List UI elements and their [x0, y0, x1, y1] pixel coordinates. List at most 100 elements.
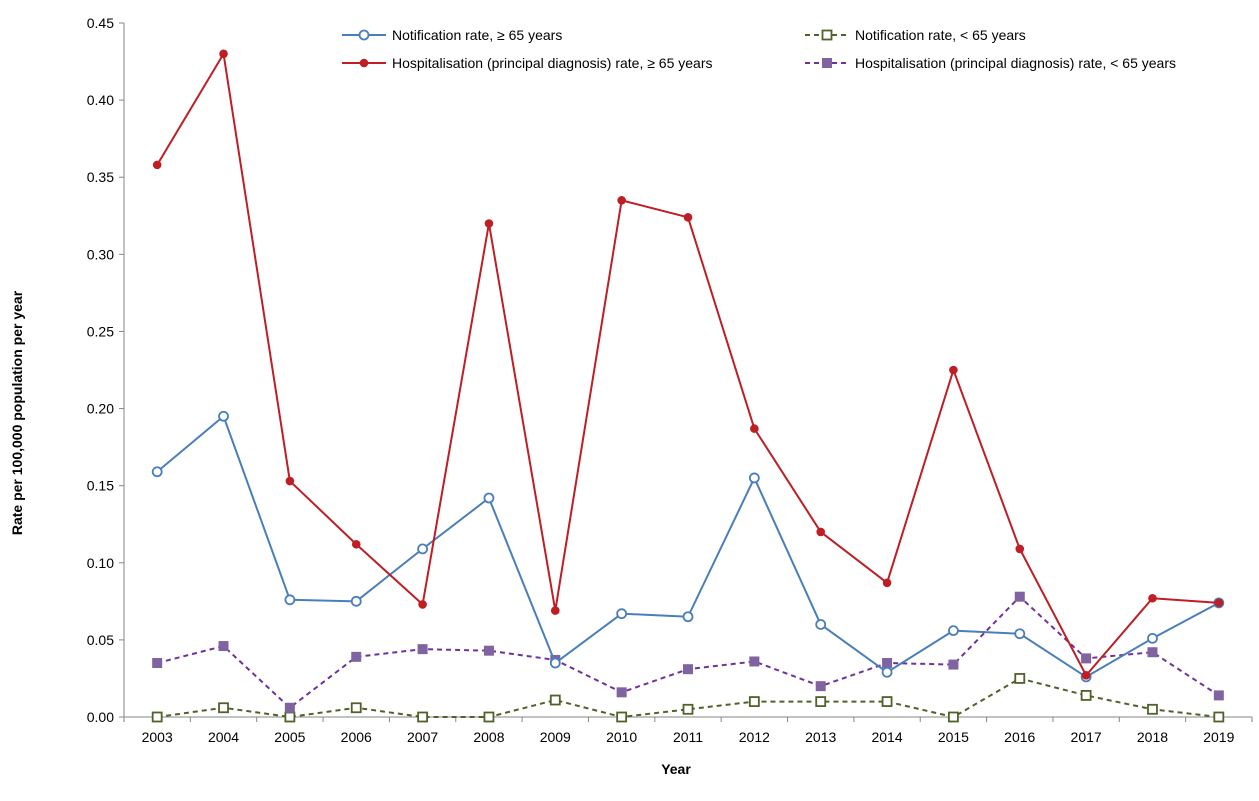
data-point: [152, 658, 163, 669]
data-point: [218, 641, 229, 652]
series-1: [151, 673, 1225, 723]
x-tick-label: 2017: [1071, 729, 1102, 745]
data-point: [418, 600, 427, 609]
y-tick-label: 0.25: [87, 323, 114, 339]
series-3: [152, 591, 1224, 713]
data-point: [816, 527, 826, 537]
data-point: [1213, 690, 1224, 701]
data-point: [483, 645, 494, 656]
data-point: [948, 659, 959, 670]
x-tick-label: 2008: [473, 729, 504, 745]
data-point: [417, 543, 428, 555]
y-tick-label: 0.10: [87, 555, 114, 571]
data-point: [218, 702, 229, 714]
y-tick-label: 0.45: [87, 15, 114, 31]
legend-label: Notification rate, < 65 years: [855, 27, 1026, 43]
data-point: [750, 424, 759, 433]
x-tick-label: 2011: [673, 729, 703, 745]
data-point: [881, 696, 893, 707]
data-point: [948, 711, 959, 723]
series-0: [151, 410, 1225, 683]
data-point: [483, 492, 495, 504]
data-point: [1213, 711, 1225, 723]
data-point: [1081, 653, 1092, 664]
data-point: [550, 606, 560, 615]
data-point: [1014, 628, 1026, 640]
x-tick-label: 2013: [805, 729, 836, 745]
x-tick-label: 2004: [208, 729, 239, 745]
data-point: [351, 539, 361, 549]
legend-item: Hospitalisation (principal diagnosis) ra…: [805, 55, 1176, 71]
data-point: [483, 711, 495, 723]
x-axis-title: Year: [661, 761, 691, 777]
data-point: [683, 213, 693, 222]
data-point: [617, 196, 626, 205]
legend-item: Notification rate, ≥ 65 years: [342, 27, 562, 43]
x-tick-label: 2010: [606, 729, 637, 745]
data-point: [748, 472, 760, 484]
data-point: [1214, 598, 1224, 608]
data-point: [815, 619, 827, 630]
legend-item: Hospitalisation (principal diagnosis) ra…: [342, 55, 713, 71]
data-point: [1147, 647, 1158, 658]
data-point: [1015, 544, 1025, 554]
data-point: [815, 696, 827, 707]
series-layer: [151, 49, 1225, 723]
data-point: [1148, 593, 1157, 603]
data-point: [616, 711, 628, 723]
data-point: [151, 711, 163, 723]
data-point: [549, 657, 561, 669]
x-tick-label: 2012: [739, 729, 770, 745]
x-tick-label: 2003: [142, 729, 173, 745]
series-2: [152, 49, 1224, 680]
data-point: [151, 466, 163, 478]
data-point: [1014, 673, 1026, 684]
x-tick-label: 2015: [938, 729, 969, 745]
series-line: [156, 52, 1219, 677]
y-tick-label: 0.15: [87, 478, 114, 494]
y-tick-label: 0.30: [87, 246, 114, 262]
legend-marker: [359, 58, 369, 68]
x-tick-label: 2018: [1137, 729, 1168, 745]
data-point: [616, 608, 628, 620]
data-point: [218, 410, 229, 422]
series-line: [156, 415, 1220, 678]
legend-label: Hospitalisation (principal diagnosis) ra…: [855, 55, 1176, 71]
data-point: [682, 611, 694, 623]
y-tick-label: 0.35: [87, 169, 114, 185]
data-point: [1080, 690, 1092, 701]
data-point: [219, 49, 228, 59]
data-point: [748, 696, 760, 707]
data-point: [1014, 591, 1025, 602]
data-point: [815, 681, 826, 692]
data-point: [682, 703, 694, 715]
x-tick-label: 2006: [341, 729, 372, 745]
x-tick-label: 2019: [1203, 729, 1234, 745]
y-tick-label: 0.20: [87, 401, 114, 417]
x-tick-label: 2009: [540, 729, 571, 745]
data-point: [683, 664, 693, 675]
x-tick-label: 2016: [1004, 729, 1035, 745]
y-tick-label: 0.00: [87, 709, 114, 725]
data-point: [285, 476, 295, 486]
legend-marker: [822, 58, 832, 68]
data-point: [881, 666, 893, 678]
legend-marker: [821, 29, 833, 41]
x-tick-label: 2014: [871, 729, 902, 745]
legend-label: Notification rate, ≥ 65 years: [392, 27, 562, 43]
data-point: [284, 594, 296, 606]
data-point: [417, 711, 428, 723]
data-point: [749, 656, 760, 667]
data-point: [152, 160, 162, 170]
data-point: [948, 625, 959, 637]
data-point: [1081, 671, 1091, 680]
legend-item: Notification rate, < 65 years: [805, 27, 1026, 43]
data-point: [549, 694, 561, 706]
data-point: [484, 219, 494, 228]
data-point: [284, 702, 295, 713]
data-point: [1147, 632, 1158, 644]
data-point: [1147, 703, 1158, 715]
y-axis-title: Rate per 100,000 population per year: [9, 290, 25, 535]
x-tick-label: 2005: [274, 729, 305, 745]
